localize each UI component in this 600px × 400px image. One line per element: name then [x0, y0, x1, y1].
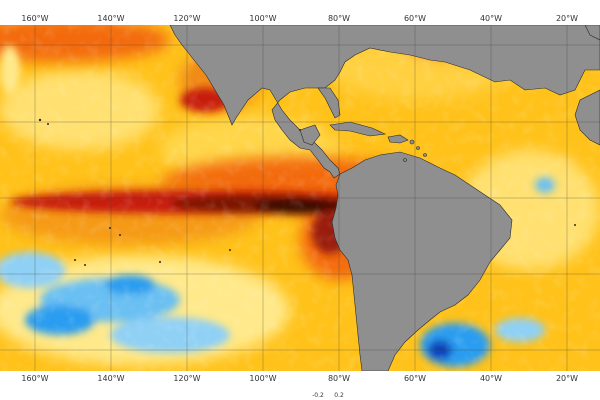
bottom-longitude-label: 120°W	[173, 374, 200, 383]
top-longitude-label: 120°W	[173, 14, 200, 23]
pacific-islands	[38, 118, 576, 266]
bottom-longitude-label: 80°W	[328, 374, 350, 383]
top-longitude-label: 100°W	[249, 14, 276, 23]
top-longitude-label: 40°W	[480, 14, 502, 23]
south-america-landmass	[331, 151, 513, 371]
top-longitude-label: 160°W	[21, 14, 48, 23]
bottom-longitude-axis: 160°W 140°W 120°W 100°W 80°W 60°W 40°W 20°W	[21, 374, 578, 383]
northern-landmass	[574, 89, 600, 146]
africa-edge	[584, 25, 600, 41]
bottom-longitude-label: 40°W	[480, 374, 502, 383]
land-masses	[169, 25, 600, 371]
bottom-longitude-label: 100°W	[249, 374, 276, 383]
yucatan-peninsula	[299, 124, 321, 146]
bottom-longitude-label: 160°W	[21, 374, 48, 383]
north-america-landmass	[169, 25, 600, 179]
sst-field	[0, 25, 600, 371]
top-longitude-label: 20°W	[556, 14, 578, 23]
cuba-island	[329, 121, 387, 137]
bottom-longitude-label: 140°W	[97, 374, 124, 383]
top-longitude-label: 60°W	[404, 14, 426, 23]
florida-peninsula	[317, 87, 341, 119]
graticule	[0, 25, 600, 371]
hispaniola-island	[387, 134, 409, 144]
top-longitude-axis: 160°W 140°W 120°W 100°W 80°W 60°W 40°W 20°W	[21, 14, 578, 23]
bottom-longitude-label: 60°W	[404, 374, 426, 383]
colorbar-max-label: 0.2	[334, 392, 344, 399]
top-longitude-label: 80°W	[328, 14, 350, 23]
bottom-longitude-label: 20°W	[556, 374, 578, 383]
top-longitude-label: 140°W	[97, 14, 124, 23]
colorbar-min-label: -0.2	[312, 392, 324, 399]
